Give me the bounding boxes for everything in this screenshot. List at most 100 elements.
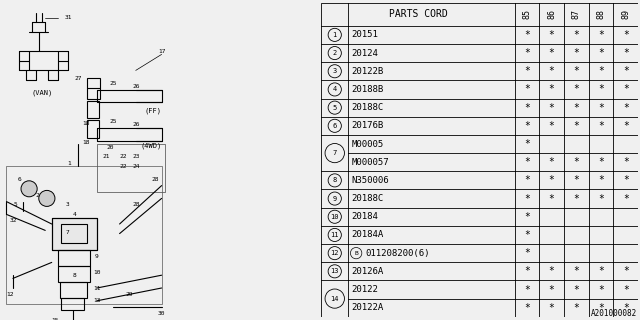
Text: 20188B: 20188B — [351, 85, 383, 94]
Bar — [97, 144, 165, 192]
Text: 8: 8 — [72, 273, 76, 278]
Text: 13: 13 — [93, 298, 100, 303]
Text: 20: 20 — [106, 145, 114, 150]
Text: 20184: 20184 — [351, 212, 378, 221]
Text: 20184A: 20184A — [351, 230, 383, 239]
Text: 12: 12 — [6, 292, 13, 297]
Text: 2: 2 — [35, 193, 39, 198]
Text: 20176B: 20176B — [351, 121, 383, 130]
Text: 85: 85 — [522, 10, 531, 20]
Text: 20124: 20124 — [351, 49, 378, 58]
Text: *: * — [524, 84, 530, 94]
Text: *: * — [548, 84, 554, 94]
Text: *: * — [548, 48, 554, 58]
Text: 011208200(6): 011208200(6) — [365, 249, 430, 258]
Text: *: * — [598, 84, 604, 94]
Bar — [52, 218, 97, 250]
Text: 10: 10 — [93, 269, 100, 275]
Text: *: * — [524, 194, 530, 204]
Text: 3: 3 — [66, 202, 70, 207]
Text: 20122: 20122 — [351, 285, 378, 294]
Text: *: * — [524, 248, 530, 258]
Text: *: * — [573, 84, 579, 94]
Text: *: * — [598, 266, 604, 276]
Text: 25: 25 — [109, 81, 117, 86]
Bar — [6, 166, 161, 304]
Text: 20151: 20151 — [351, 30, 378, 39]
Text: *: * — [524, 175, 530, 185]
Text: PARTS CORD: PARTS CORD — [388, 10, 447, 20]
Text: *: * — [524, 103, 530, 113]
Text: 87: 87 — [572, 10, 581, 20]
Text: 6: 6 — [17, 177, 21, 182]
Text: *: * — [524, 212, 530, 222]
Text: *: * — [548, 121, 554, 131]
Text: 31: 31 — [65, 15, 72, 20]
Text: *: * — [623, 48, 628, 58]
Bar — [60, 282, 87, 298]
Text: *: * — [623, 157, 628, 167]
Text: *: * — [573, 303, 579, 313]
Text: M00005: M00005 — [351, 140, 383, 148]
Text: *: * — [524, 48, 530, 58]
Text: 88: 88 — [596, 10, 605, 20]
Bar — [87, 101, 99, 118]
Text: 26: 26 — [132, 122, 140, 127]
Text: 20126A: 20126A — [351, 267, 383, 276]
Text: *: * — [524, 230, 530, 240]
Text: *: * — [623, 103, 628, 113]
Text: 9: 9 — [333, 196, 337, 202]
Text: 6: 6 — [333, 123, 337, 129]
Text: *: * — [573, 121, 579, 131]
Text: *: * — [598, 157, 604, 167]
Text: *: * — [548, 266, 554, 276]
Text: 15: 15 — [51, 317, 59, 320]
Text: *: * — [598, 194, 604, 204]
Text: *: * — [573, 66, 579, 76]
Text: 18: 18 — [82, 140, 90, 145]
Text: 24: 24 — [132, 164, 140, 169]
Text: 7: 7 — [333, 150, 337, 156]
Text: 23: 23 — [132, 154, 140, 159]
Bar — [52, 218, 97, 250]
Text: *: * — [623, 121, 628, 131]
Text: 13: 13 — [330, 268, 339, 274]
Text: *: * — [623, 84, 628, 94]
Text: 11: 11 — [93, 285, 100, 291]
Text: 25: 25 — [109, 119, 117, 124]
Text: *: * — [548, 103, 554, 113]
Text: *: * — [573, 157, 579, 167]
Text: 1: 1 — [67, 161, 71, 166]
Text: 27: 27 — [75, 76, 83, 81]
Text: *: * — [548, 303, 554, 313]
Text: *: * — [623, 30, 628, 40]
Bar — [61, 224, 87, 243]
Text: *: * — [598, 121, 604, 131]
Text: *: * — [524, 266, 530, 276]
Text: 8: 8 — [333, 177, 337, 183]
Bar — [87, 78, 100, 99]
Text: *: * — [548, 175, 554, 185]
Bar — [61, 298, 84, 310]
Text: 20188C: 20188C — [351, 194, 383, 203]
Text: *: * — [573, 103, 579, 113]
Text: *: * — [573, 30, 579, 40]
Text: 7: 7 — [66, 229, 70, 235]
Text: *: * — [573, 266, 579, 276]
Bar — [87, 120, 99, 138]
Text: *: * — [548, 284, 554, 294]
Text: 26: 26 — [132, 84, 140, 89]
Text: *: * — [573, 175, 579, 185]
Text: *: * — [598, 103, 604, 113]
Text: 5: 5 — [14, 202, 18, 207]
Text: 2: 2 — [333, 50, 337, 56]
Text: *: * — [524, 121, 530, 131]
Text: *: * — [598, 284, 604, 294]
Text: *: * — [524, 303, 530, 313]
Text: 32: 32 — [9, 218, 17, 223]
Text: *: * — [598, 30, 604, 40]
Text: M000057: M000057 — [351, 158, 389, 167]
Text: *: * — [548, 66, 554, 76]
Text: (FF): (FF) — [145, 107, 161, 114]
Text: 20122A: 20122A — [351, 303, 383, 312]
